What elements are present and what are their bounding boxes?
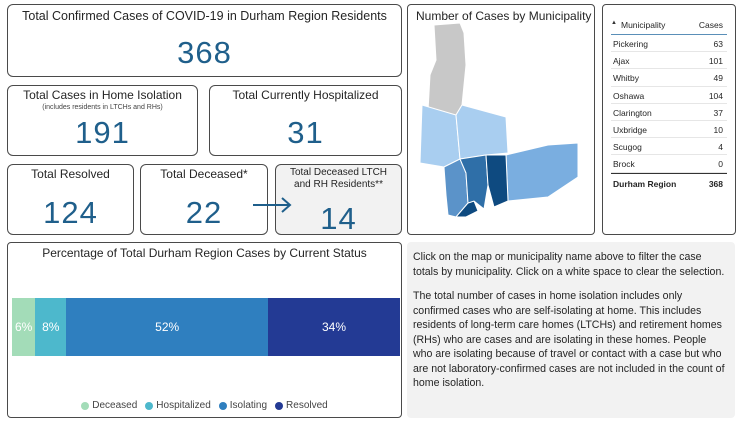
total-confirmed-card: Total Confirmed Cases of COVID-19 in Dur… (7, 4, 402, 77)
total-confirmed-value: 368 (177, 35, 232, 70)
legend-item-hospitalized[interactable]: Hospitalized (145, 400, 211, 411)
legend-dot-icon (81, 401, 90, 410)
hospitalized-card: Total Currently Hospitalized 31 (209, 85, 402, 156)
table-total-row: Durham Region 368 (611, 172, 727, 193)
map-region-oshawa[interactable] (485, 154, 509, 208)
municipality-name: Whitby (613, 73, 639, 84)
legend-item-deceased[interactable]: Deceased (81, 400, 137, 411)
col-cases-header[interactable]: Cases (698, 20, 723, 30)
map-region-brock[interactable] (427, 22, 467, 116)
resolved-card: Total Resolved 124 (7, 164, 134, 235)
status-chart-card: Percentage of Total Durham Region Cases … (7, 242, 402, 418)
municipality-cases: 0 (718, 159, 723, 170)
bar-segment-deceased[interactable]: 6% (12, 298, 36, 356)
legend-label: Hospitalized (156, 400, 211, 411)
durham-map[interactable] (408, 5, 594, 234)
map-title: Number of Cases by Municipality (416, 9, 592, 23)
home-isolation-value: 191 (75, 115, 130, 150)
table-row[interactable]: Clarington 37 (611, 104, 727, 121)
municipality-cases: 104 (708, 90, 723, 101)
home-isolation-card: Total Cases in Home Isolation (includes … (7, 85, 198, 156)
deceased-card: Total Deceased* 22 (140, 164, 268, 235)
info-paragraph-filter: Click on the map or municipality name ab… (413, 251, 725, 278)
chart-legend: Deceased Hospitalized Isolating Resolved (8, 400, 401, 411)
map-region-uxbridge[interactable] (419, 104, 461, 168)
table-row[interactable]: Ajax 101 (611, 52, 727, 70)
legend-dot-icon (275, 401, 284, 410)
right-arrow-icon (253, 197, 292, 213)
legend-label: Deceased (92, 400, 138, 411)
sort-caret-icon[interactable]: ▲ (611, 20, 617, 26)
municipality-name: Oshawa (613, 90, 645, 101)
legend-dot-icon (145, 401, 154, 410)
hospitalized-title: Total Currently Hospitalized (232, 88, 379, 102)
municipality-name: Uxbridge (613, 124, 648, 135)
resolved-value: 124 (43, 195, 98, 230)
home-isolation-title: Total Cases in Home Isolation (23, 88, 182, 102)
table-row[interactable]: Oshawa 104 (611, 87, 727, 104)
municipality-cases: 101 (708, 56, 723, 67)
deceased-ltch-title-line1: Total Deceased LTCH (289, 167, 388, 178)
total-value: 368 (708, 178, 723, 189)
legend-label: Resolved (286, 400, 328, 411)
bar-segment-hospitalized[interactable]: 8% (35, 298, 67, 356)
home-isolation-subtitle: (includes residents in LTCHs and RHs) (42, 104, 163, 111)
table-body: Pickering 63 Ajax 101 Whitby 49 Oshawa 104 Clari… (611, 35, 727, 173)
table-row[interactable]: Scugog 4 (611, 138, 727, 156)
municipality-cases: 37 (713, 107, 723, 118)
table-header: ▲ Municipality Cases (611, 15, 727, 35)
municipality-name: Pickering (613, 39, 648, 49)
deceased-value: 22 (185, 195, 223, 230)
hospitalized-value: 31 (287, 115, 324, 150)
municipality-name: Clarington (613, 107, 652, 118)
deceased-ltch-title-line2: and RH Residents** (294, 179, 383, 190)
municipality-name: Scugog (613, 142, 642, 153)
municipality-cases: 63 (713, 39, 723, 49)
legend-label: Isolating (229, 400, 268, 411)
municipality-table-card: ▲ Municipality Cases Pickering 63 Ajax 101 W… (602, 4, 736, 235)
municipality-name: Ajax (613, 56, 630, 67)
table-row[interactable]: Brock 0 (611, 155, 727, 173)
total-label: Durham Region (613, 178, 677, 189)
municipality-table: ▲ Municipality Cases Pickering 63 Ajax 101 W… (611, 15, 727, 193)
municipality-cases: 49 (713, 73, 723, 84)
municipality-name: Brock (613, 159, 635, 170)
municipality-cases: 10 (713, 124, 723, 135)
municipality-map-card[interactable]: Number of Cases by Municipality (407, 4, 595, 235)
chart-title: Percentage of Total Durham Region Cases … (42, 246, 367, 260)
bar-segment-isolating[interactable]: 52% (66, 298, 269, 356)
deceased-ltch-value: 14 (320, 201, 357, 236)
legend-item-resolved[interactable]: Resolved (275, 400, 328, 411)
municipality-cases: 4 (718, 142, 723, 153)
table-row[interactable]: Whitby 49 (611, 69, 727, 87)
info-paragraph-isolation: The total number of cases in home isolat… (413, 290, 725, 389)
legend-dot-icon (218, 401, 227, 410)
col-municipality-header[interactable]: Municipality (621, 20, 666, 30)
deceased-title: Total Deceased* (160, 167, 248, 181)
table-row[interactable]: Uxbridge 10 (611, 121, 727, 139)
map-region-clarington[interactable] (505, 142, 579, 202)
total-confirmed-title: Total Confirmed Cases of COVID-19 in Dur… (22, 9, 387, 23)
legend-item-isolating[interactable]: Isolating (218, 400, 268, 411)
map-region-scugog[interactable] (455, 104, 509, 160)
table-row[interactable]: Pickering 63 (611, 35, 727, 53)
info-panel: Click on the map or municipality name ab… (407, 242, 735, 418)
resolved-title: Total Resolved (31, 167, 110, 181)
bar-segment-resolved[interactable]: 34% (268, 298, 400, 356)
stacked-bar[interactable]: 6% 8% 52% 34% (12, 298, 400, 356)
deceased-ltch-card: Total Deceased LTCH and RH Residents** 1… (275, 164, 402, 236)
